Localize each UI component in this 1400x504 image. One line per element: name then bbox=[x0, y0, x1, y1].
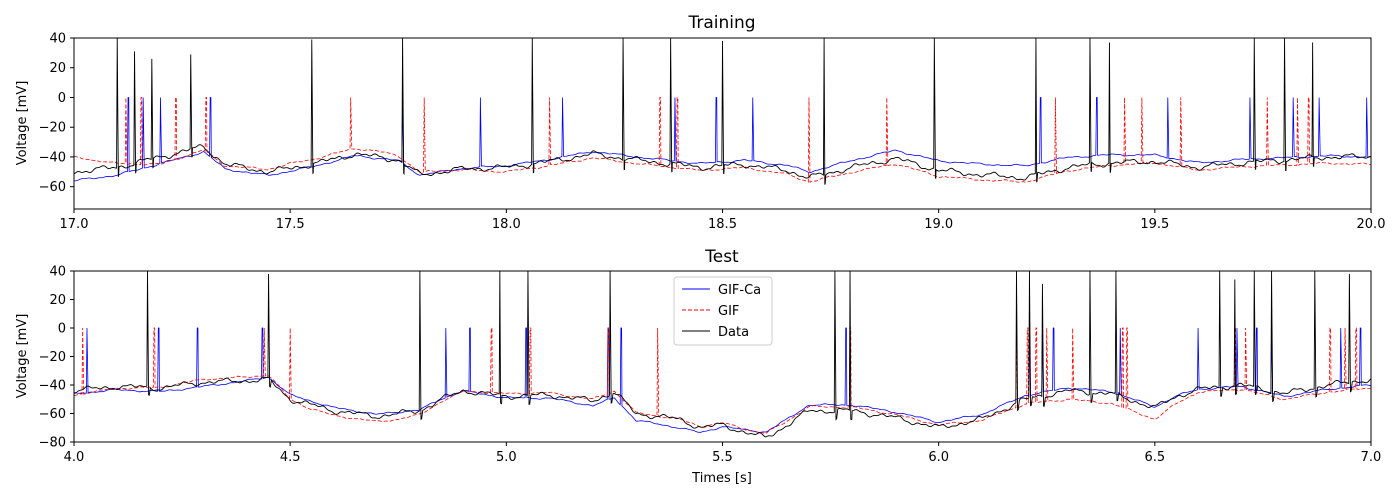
x-tick-label: 19.5 bbox=[1140, 217, 1169, 232]
training-plot-lines bbox=[73, 37, 1372, 185]
test-ticks: 4.0 4.5 5.0 5.5 6.0 6.5 7.0 40 20 0 −20 −40 −60 −80 bbox=[39, 265, 1382, 466]
x-tick-label: 17.5 bbox=[276, 217, 305, 232]
series-data-line bbox=[73, 270, 1372, 438]
legend-data-label: Data bbox=[718, 325, 749, 340]
x-tick-label: 17.0 bbox=[60, 217, 89, 232]
y-tick-label: −60 bbox=[39, 180, 66, 195]
y-tick-label: −40 bbox=[39, 379, 66, 394]
x-tick-label: 4.0 bbox=[64, 450, 85, 465]
y-tick-label: −20 bbox=[39, 350, 66, 365]
legend-box bbox=[673, 276, 773, 346]
series-gif-ca-line bbox=[73, 97, 1372, 182]
test-axes-frame bbox=[73, 270, 1372, 443]
x-tick-label: 4.5 bbox=[280, 450, 301, 465]
series-data-line bbox=[73, 37, 1372, 185]
y-tick-label: 0 bbox=[58, 91, 66, 106]
y-tick-label: 20 bbox=[49, 61, 66, 76]
legend-gif-label: GIF bbox=[718, 304, 739, 319]
test-x-axis-label: Times [s] bbox=[691, 471, 752, 486]
test-title: Test bbox=[704, 247, 739, 267]
y-tick-label: 40 bbox=[49, 265, 66, 280]
x-tick-label: 6.5 bbox=[1144, 450, 1165, 465]
y-tick-label: 40 bbox=[49, 32, 66, 47]
test-panel: Test Voltage [mV] Times [s] 4.0 4.5 5.0 5.5… bbox=[15, 247, 1381, 486]
training-y-axis-label: Voltage [mV] bbox=[15, 81, 30, 166]
x-tick-label: 6.0 bbox=[928, 450, 949, 465]
y-tick-label: 0 bbox=[58, 322, 66, 337]
x-tick-label: 18.0 bbox=[492, 217, 521, 232]
series-gif-line bbox=[73, 327, 1372, 434]
y-tick-label: −20 bbox=[39, 121, 66, 136]
training-title: Training bbox=[687, 13, 755, 33]
x-tick-label: 18.5 bbox=[708, 217, 737, 232]
training-ticks: 17.0 17.5 18.0 18.5 19.0 19.5 20.0 40 20 0 −20 −40 −… bbox=[39, 32, 1386, 233]
x-tick-label: 5.0 bbox=[496, 450, 517, 465]
x-tick-label: 20.0 bbox=[1357, 217, 1386, 232]
series-gif-line bbox=[73, 97, 1371, 183]
x-tick-label: 7.0 bbox=[1361, 450, 1382, 465]
test-plot-lines bbox=[73, 270, 1372, 438]
x-tick-label: 19.0 bbox=[924, 217, 953, 232]
y-tick-label: −60 bbox=[39, 407, 66, 422]
x-tick-label: 5.5 bbox=[712, 450, 733, 465]
series-gif-ca-line bbox=[73, 327, 1371, 433]
legend-gif-ca-label: GIF-Ca bbox=[718, 283, 761, 298]
test-y-axis-label: Voltage [mV] bbox=[15, 314, 30, 399]
legend: GIF-Ca GIF Data bbox=[673, 276, 773, 346]
y-tick-label: −80 bbox=[39, 436, 66, 451]
y-tick-label: −40 bbox=[39, 150, 66, 165]
training-panel: Training Voltage [mV] 17.0 17.5 18.0 18.5 19… bbox=[15, 13, 1385, 232]
y-tick-label: 20 bbox=[49, 293, 66, 308]
training-axes-frame bbox=[73, 37, 1372, 210]
